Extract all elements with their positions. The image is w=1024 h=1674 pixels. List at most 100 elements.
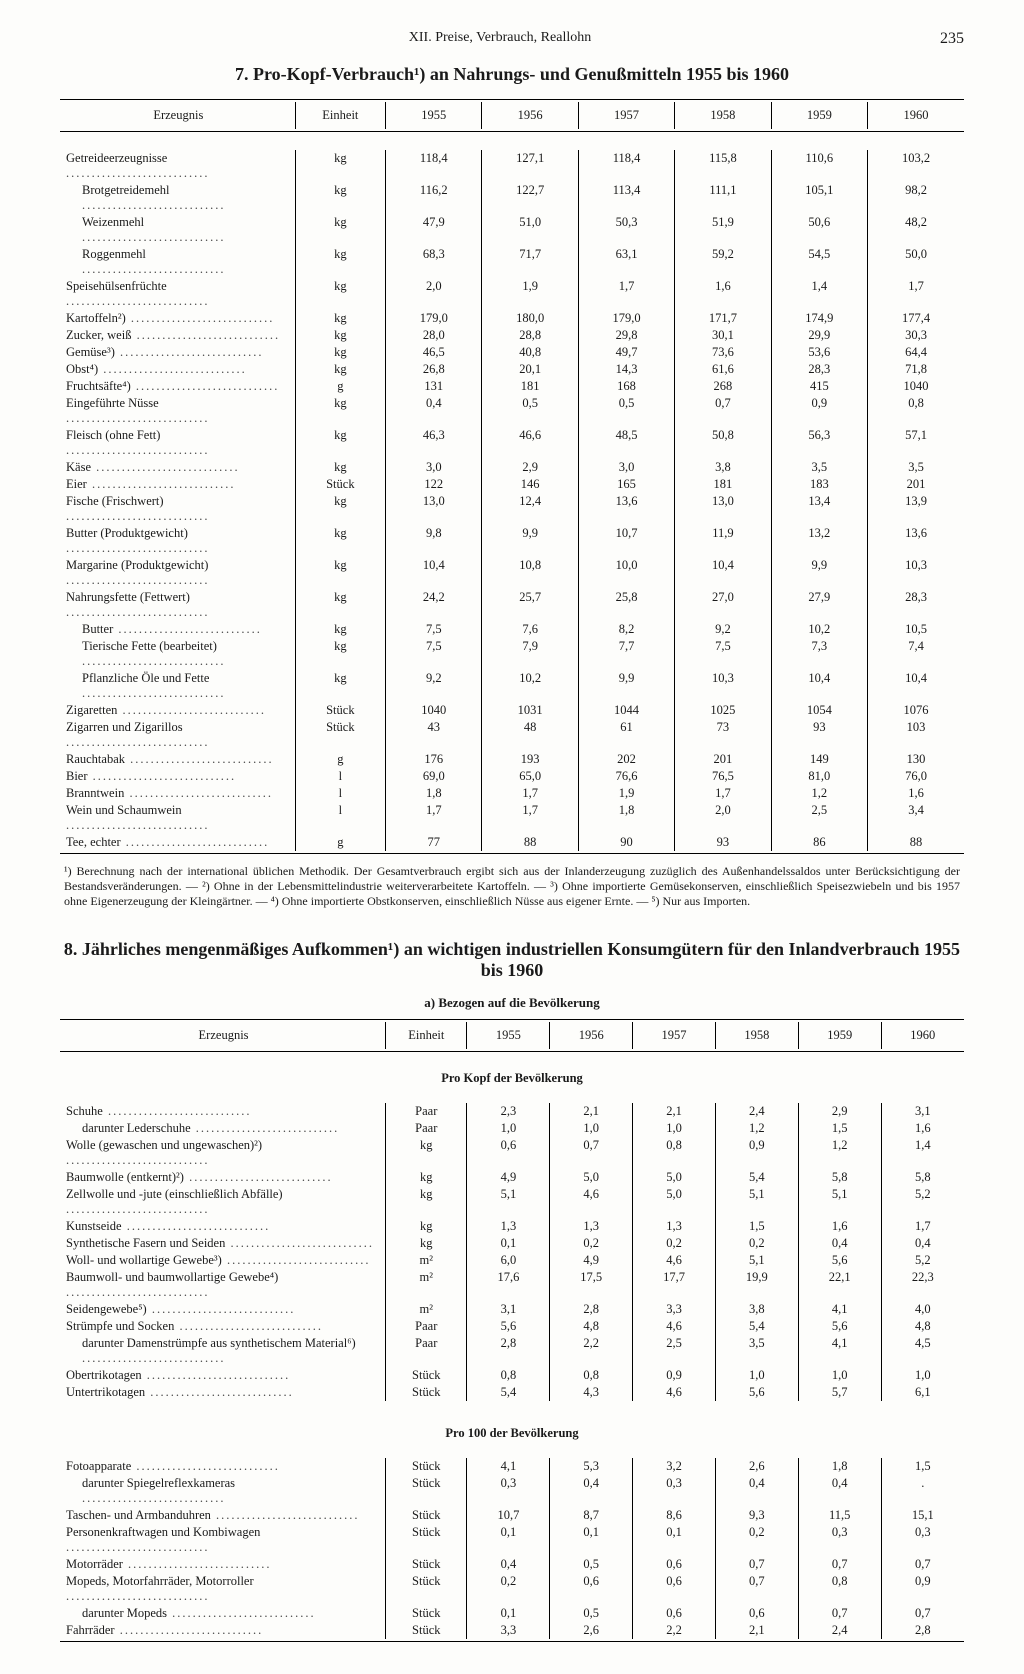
row-value: 10,4 bbox=[771, 670, 867, 702]
th-1960: 1960 bbox=[868, 102, 964, 129]
row-label: Seidengewebe⁵) bbox=[60, 1301, 386, 1318]
row-value: 0,1 bbox=[467, 1235, 550, 1252]
row-unit: m² bbox=[386, 1252, 467, 1269]
row-unit: kg bbox=[295, 427, 385, 459]
row-value: 61 bbox=[578, 719, 674, 751]
row-label: darunter Lederschuhe bbox=[60, 1120, 386, 1137]
table7-title: 7. Pro-Kopf-Verbrauch¹) an Nahrungs- und… bbox=[60, 64, 964, 85]
row-value: 177,4 bbox=[868, 310, 964, 327]
row-value: 28,3 bbox=[771, 361, 867, 378]
row-value: 48,5 bbox=[578, 427, 674, 459]
table-row: ZigarettenStück104010311044102510541076 bbox=[60, 702, 964, 719]
row-value: 50,8 bbox=[675, 427, 771, 459]
table-row: Nahrungsfette (Fettwert)kg24,225,725,827… bbox=[60, 589, 964, 621]
row-value: 7,3 bbox=[771, 638, 867, 670]
row-label: Zigarren und Zigarillos bbox=[60, 719, 295, 751]
row-value: 0,6 bbox=[715, 1605, 798, 1622]
row-label: Roggenmehl bbox=[60, 246, 295, 278]
row-value: 30,3 bbox=[868, 327, 964, 344]
row-value: 4,6 bbox=[633, 1318, 716, 1335]
row-value: 105,1 bbox=[771, 182, 867, 214]
row-unit: l bbox=[295, 785, 385, 802]
table-row: darunter MopedsStück0,10,50,60,60,70,7 bbox=[60, 1605, 964, 1622]
row-value: 0,3 bbox=[881, 1524, 964, 1556]
row-value: 1,5 bbox=[715, 1218, 798, 1235]
table-row: Bierl69,065,076,676,581,076,0 bbox=[60, 768, 964, 785]
row-value: 9,8 bbox=[386, 525, 482, 557]
row-value: 1,6 bbox=[881, 1120, 964, 1137]
table-row: Zigarren und ZigarillosStück434861739310… bbox=[60, 719, 964, 751]
row-unit: Stück bbox=[386, 1605, 467, 1622]
row-value: 127,1 bbox=[482, 150, 578, 182]
row-value: 0,5 bbox=[550, 1556, 633, 1573]
row-value: 2,9 bbox=[798, 1103, 881, 1120]
row-value: 10,3 bbox=[675, 670, 771, 702]
row-value: 6,1 bbox=[881, 1384, 964, 1401]
row-label: Wolle (gewaschen und ungewaschen)²) bbox=[60, 1137, 386, 1169]
table-row: Personenkraftwagen und KombiwagenStück0,… bbox=[60, 1524, 964, 1556]
row-value: 0,3 bbox=[467, 1475, 550, 1507]
row-label: Weizenmehl bbox=[60, 214, 295, 246]
row-unit: kg bbox=[386, 1169, 467, 1186]
row-value: 103,2 bbox=[868, 150, 964, 182]
row-value: 4,9 bbox=[550, 1252, 633, 1269]
row-value: 113,4 bbox=[578, 182, 674, 214]
table-row: Eingeführte Nüssekg0,40,50,50,70,90,8 bbox=[60, 395, 964, 427]
row-value: 5,1 bbox=[467, 1186, 550, 1218]
row-unit: Paar bbox=[386, 1318, 467, 1335]
table-row: Synthetische Fasern und Seidenkg0,10,20,… bbox=[60, 1235, 964, 1252]
row-unit: l bbox=[295, 802, 385, 834]
row-label: Branntwein bbox=[60, 785, 295, 802]
row-value: 0,6 bbox=[550, 1573, 633, 1605]
row-value: 4,0 bbox=[881, 1301, 964, 1318]
row-value: 73 bbox=[675, 719, 771, 751]
row-value: 0,8 bbox=[868, 395, 964, 427]
row-value: 13,0 bbox=[675, 493, 771, 525]
row-value: 17,5 bbox=[550, 1269, 633, 1301]
row-value: 22,1 bbox=[798, 1269, 881, 1301]
row-value: 27,9 bbox=[771, 589, 867, 621]
row-value: 0,7 bbox=[715, 1556, 798, 1573]
table-row: Pflanzliche Öle und Fettekg9,210,29,910,… bbox=[60, 670, 964, 702]
row-value: 54,5 bbox=[771, 246, 867, 278]
row-value: 4,1 bbox=[467, 1458, 550, 1475]
row-value: 1,2 bbox=[771, 785, 867, 802]
row-label: Untertrikotagen bbox=[60, 1384, 386, 1401]
row-value: 0,5 bbox=[550, 1605, 633, 1622]
row-value: 176 bbox=[386, 751, 482, 768]
row-value: 2,8 bbox=[550, 1301, 633, 1318]
row-value: 0,7 bbox=[550, 1137, 633, 1169]
row-label: Tee, echter bbox=[60, 834, 295, 851]
table-row: FahrräderStück3,32,62,22,12,42,8 bbox=[60, 1622, 964, 1639]
row-value: 1,7 bbox=[386, 802, 482, 834]
row-value: 0,2 bbox=[467, 1573, 550, 1605]
row-value: 181 bbox=[482, 378, 578, 395]
row-value: 3,1 bbox=[881, 1103, 964, 1120]
row-value: 415 bbox=[771, 378, 867, 395]
table-row: Woll- und wollartige Gewebe³)m²6,04,94,6… bbox=[60, 1252, 964, 1269]
row-value: 64,4 bbox=[868, 344, 964, 361]
row-value: 193 bbox=[482, 751, 578, 768]
table-row: Zellwolle und -jute (einschließlich Abfä… bbox=[60, 1186, 964, 1218]
row-value: 13,4 bbox=[771, 493, 867, 525]
table7-footnotes: ¹) Berechnung nach der international übl… bbox=[64, 864, 960, 909]
row-value: 1,7 bbox=[881, 1218, 964, 1235]
row-value: 8,6 bbox=[633, 1507, 716, 1524]
table-row: Mopeds, Motorfahrräder, MotorrollerStück… bbox=[60, 1573, 964, 1605]
row-value: 29,9 bbox=[771, 327, 867, 344]
th8-product: Erzeugnis bbox=[60, 1022, 386, 1049]
row-value: 5,0 bbox=[550, 1169, 633, 1186]
row-label: Kartoffeln²) bbox=[60, 310, 295, 327]
row-value: 10,2 bbox=[771, 621, 867, 638]
row-unit: g bbox=[295, 378, 385, 395]
row-value: 4,6 bbox=[550, 1186, 633, 1218]
row-unit: Paar bbox=[386, 1335, 467, 1367]
row-value: 5,7 bbox=[798, 1384, 881, 1401]
row-value: 0,6 bbox=[633, 1573, 716, 1605]
row-unit: kg bbox=[295, 182, 385, 214]
row-value: 1,0 bbox=[550, 1120, 633, 1137]
row-value: 2,9 bbox=[482, 459, 578, 476]
row-label: Fleisch (ohne Fett) bbox=[60, 427, 295, 459]
row-value: 10,5 bbox=[868, 621, 964, 638]
table-row: Margarine (Produktgewicht)kg10,410,810,0… bbox=[60, 557, 964, 589]
